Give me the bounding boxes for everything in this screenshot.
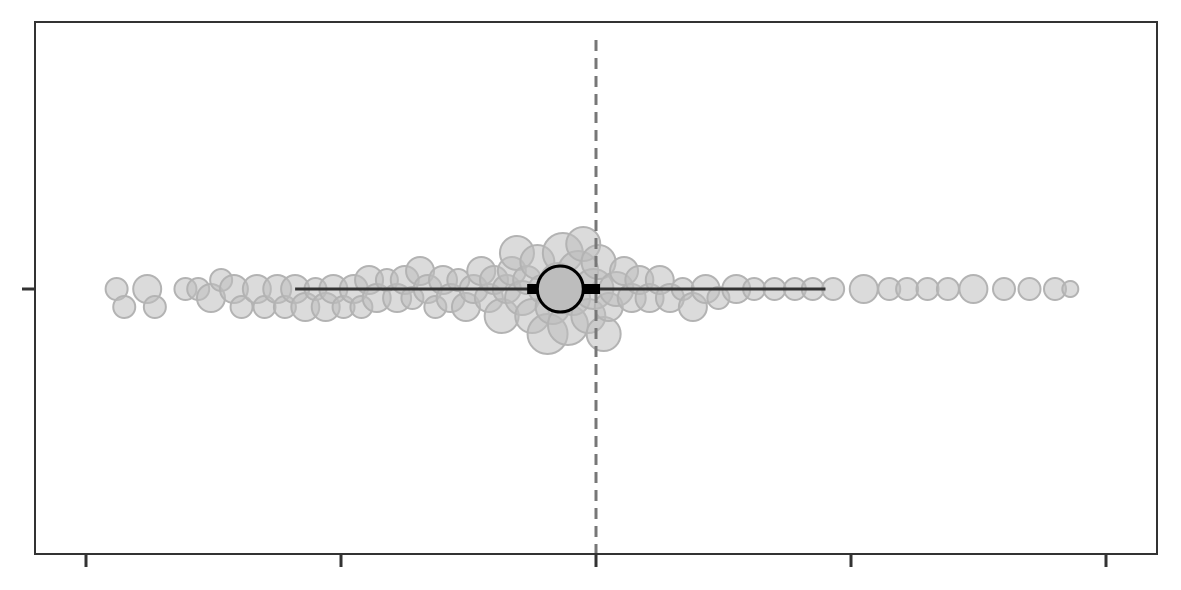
data-point (895, 277, 920, 301)
data-point (848, 274, 879, 304)
summary-estimate-marker (535, 264, 585, 314)
data-point (112, 295, 137, 319)
data-point (935, 277, 960, 301)
data-point (958, 274, 989, 304)
data-points (104, 226, 1080, 355)
data-point (142, 295, 167, 319)
data-point (585, 316, 622, 352)
data-point (992, 277, 1016, 301)
x-axis-ticks (84, 554, 1108, 567)
data-point (1017, 277, 1042, 301)
data-point (915, 277, 940, 301)
data-point (1061, 280, 1080, 298)
